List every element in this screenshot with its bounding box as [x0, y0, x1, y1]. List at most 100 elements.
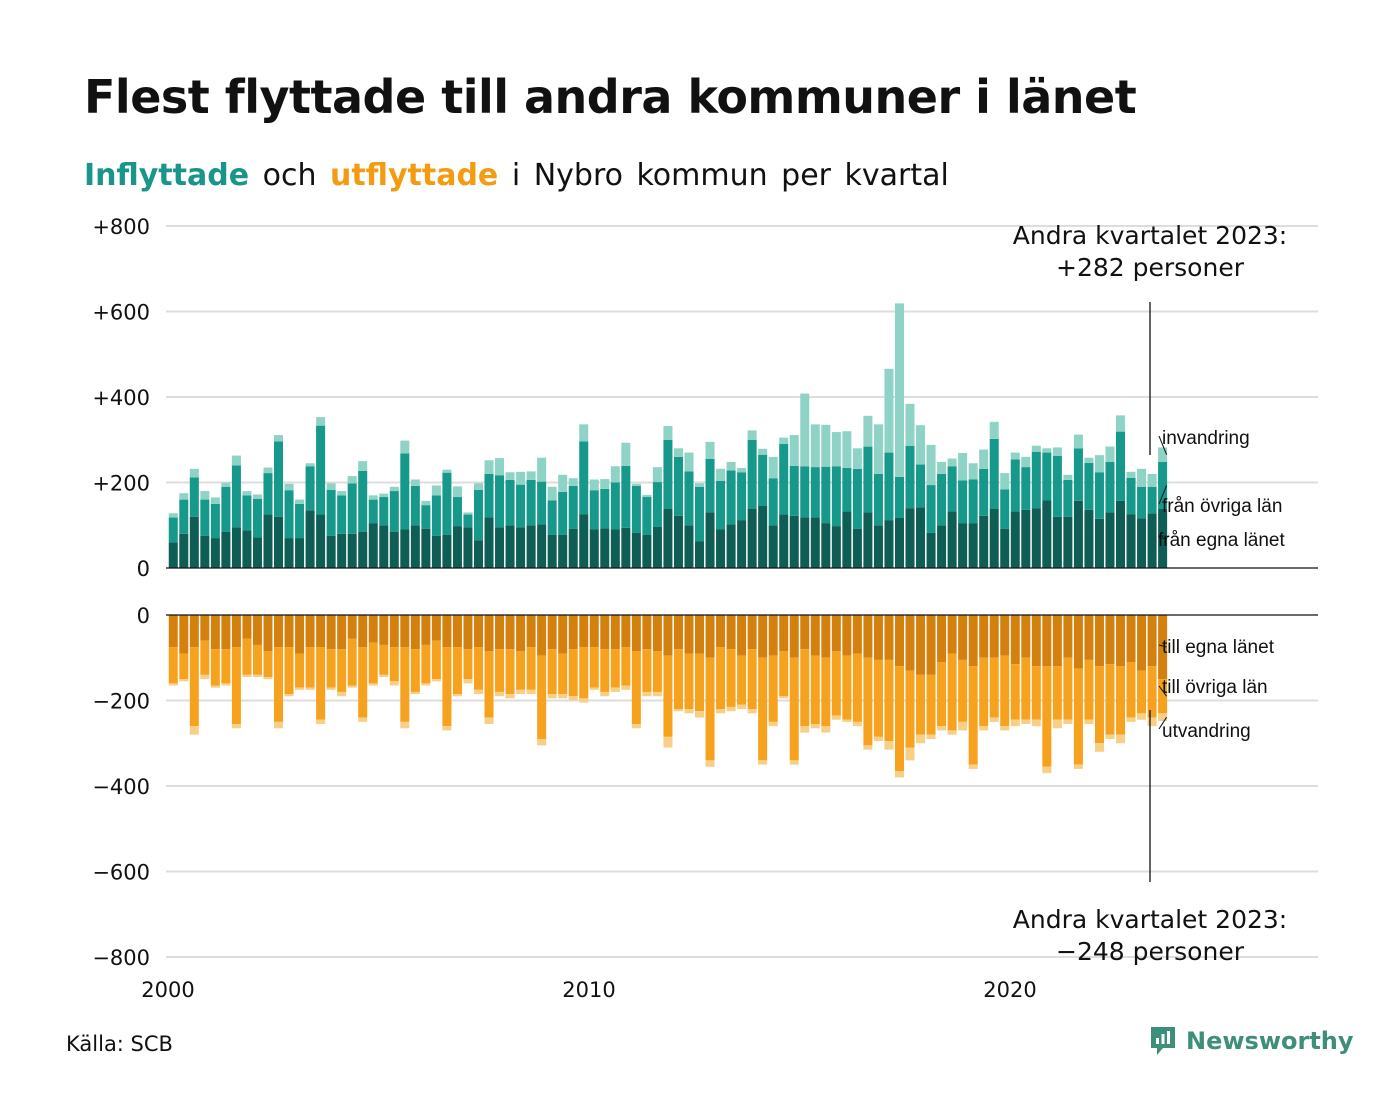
bar-in-segment: [189, 468, 199, 478]
brand-name: Newsworthy: [1186, 1027, 1354, 1055]
bar-in-segment: [947, 458, 957, 467]
bar-in-segment: [800, 466, 810, 518]
bar-out-segment: [1052, 719, 1062, 729]
bar-in-segment: [810, 467, 820, 518]
bar-out-segment: [379, 644, 389, 675]
bar-out-segment: [1021, 719, 1031, 725]
bar-in-segment: [495, 458, 505, 476]
bar-in-segment: [189, 477, 199, 517]
bar-out-segment: [821, 615, 831, 658]
bar-in-segment: [642, 534, 652, 568]
bar-out-segment: [358, 717, 368, 722]
label-till-egna-lanet: till egna länet: [1162, 637, 1275, 658]
bar-in-segment: [316, 514, 326, 568]
bar-out-segment: [916, 615, 926, 675]
bar-in-segment: [789, 515, 799, 568]
bar-out-segment: [863, 615, 873, 658]
bar-out-segment: [1063, 657, 1073, 720]
bar-out-segment: [242, 615, 252, 639]
leader-in: [1158, 485, 1168, 505]
bar-out-segment: [642, 649, 652, 692]
bar-out-segment: [673, 709, 683, 712]
y-tick-top: +200: [92, 472, 150, 496]
bar-in-segment: [284, 483, 294, 491]
bar-in-segment: [779, 514, 789, 568]
bar-in-segment: [189, 516, 199, 568]
x-tick: 2020: [983, 978, 1036, 1002]
bar-out-segment: [1063, 615, 1073, 658]
bar-out-segment: [695, 615, 705, 654]
bar-out-segment: [663, 736, 673, 748]
bar-out-segment: [231, 615, 241, 648]
bar-out-segment: [1073, 615, 1083, 669]
bar-in-segment: [231, 527, 241, 568]
bar-in-segment: [1000, 473, 1010, 490]
bar-out-segment: [726, 706, 736, 712]
bar-in-segment: [800, 393, 810, 467]
bar-out-segment: [958, 659, 968, 722]
bar-in-segment: [1094, 518, 1104, 568]
bar-in-segment: [695, 541, 705, 568]
bar-in-segment: [621, 465, 631, 528]
bar-out-segment: [1147, 615, 1157, 667]
bar-out-segment: [1137, 713, 1147, 720]
bar-in-segment: [473, 540, 483, 568]
bar-out-segment: [873, 659, 883, 737]
bar-in-segment: [768, 525, 778, 568]
bar-in-segment: [747, 430, 757, 440]
bar-in-segment: [589, 490, 599, 530]
bar-out-segment: [274, 721, 284, 729]
bar-out-segment: [358, 615, 368, 648]
bar-out-segment: [221, 615, 231, 650]
bar-out-segment: [1158, 615, 1168, 680]
bar-in-segment: [1000, 528, 1010, 568]
bar-in-segment: [873, 473, 883, 526]
bar-out-segment: [589, 647, 599, 688]
bar-out-segment: [358, 647, 368, 718]
bar-in-segment: [295, 503, 305, 539]
bar-in-segment: [274, 441, 284, 517]
bar-out-segment: [495, 649, 505, 692]
bar-in-segment: [326, 483, 336, 490]
bar-in-segment: [1116, 431, 1126, 501]
bar-in-segment: [600, 479, 610, 489]
bar-in-segment: [979, 515, 989, 568]
bar-in-segment: [905, 403, 915, 446]
bar-in-segment: [884, 368, 894, 453]
bar-out-segment: [1010, 615, 1020, 665]
bar-out-segment: [789, 657, 799, 761]
bar-out-segment: [600, 649, 610, 692]
bar-out-segment: [473, 689, 483, 695]
bar-in-segment: [221, 482, 231, 487]
bar-in-segment: [537, 481, 547, 525]
bar-out-segment: [705, 657, 715, 761]
bar-in-segment: [242, 530, 252, 568]
bar-out-segment: [589, 687, 599, 690]
bar-out-segment: [452, 615, 462, 648]
grid-layer: [166, 225, 1318, 958]
bar-out-segment: [1094, 615, 1104, 667]
bar-out-segment: [168, 615, 178, 648]
bar-out-segment: [821, 726, 831, 733]
bar-in-segment: [410, 479, 420, 486]
bar-out-segment: [810, 615, 820, 656]
bar-in-segment: [631, 485, 641, 533]
bar-in-segment: [210, 503, 220, 539]
bar-in-segment: [958, 480, 968, 524]
bar-out-segment: [305, 647, 315, 688]
bar-in-segment: [1073, 434, 1083, 449]
bar-in-segment: [1073, 500, 1083, 568]
bar-in-segment: [631, 532, 641, 568]
bar-in-segment: [716, 480, 726, 530]
bar-in-segment: [421, 505, 431, 529]
bar-out-segment: [747, 649, 757, 710]
bar-out-segment: [537, 655, 547, 739]
bar-out-segment: [831, 615, 841, 652]
bar-out-segment: [484, 615, 494, 652]
bar-in-segment: [568, 485, 578, 529]
bar-in-segment: [747, 509, 757, 568]
bar-out-segment: [1031, 719, 1041, 727]
bar-in-segment: [937, 473, 947, 526]
bar-in-segment: [473, 489, 483, 541]
bar-out-segment: [347, 638, 357, 686]
